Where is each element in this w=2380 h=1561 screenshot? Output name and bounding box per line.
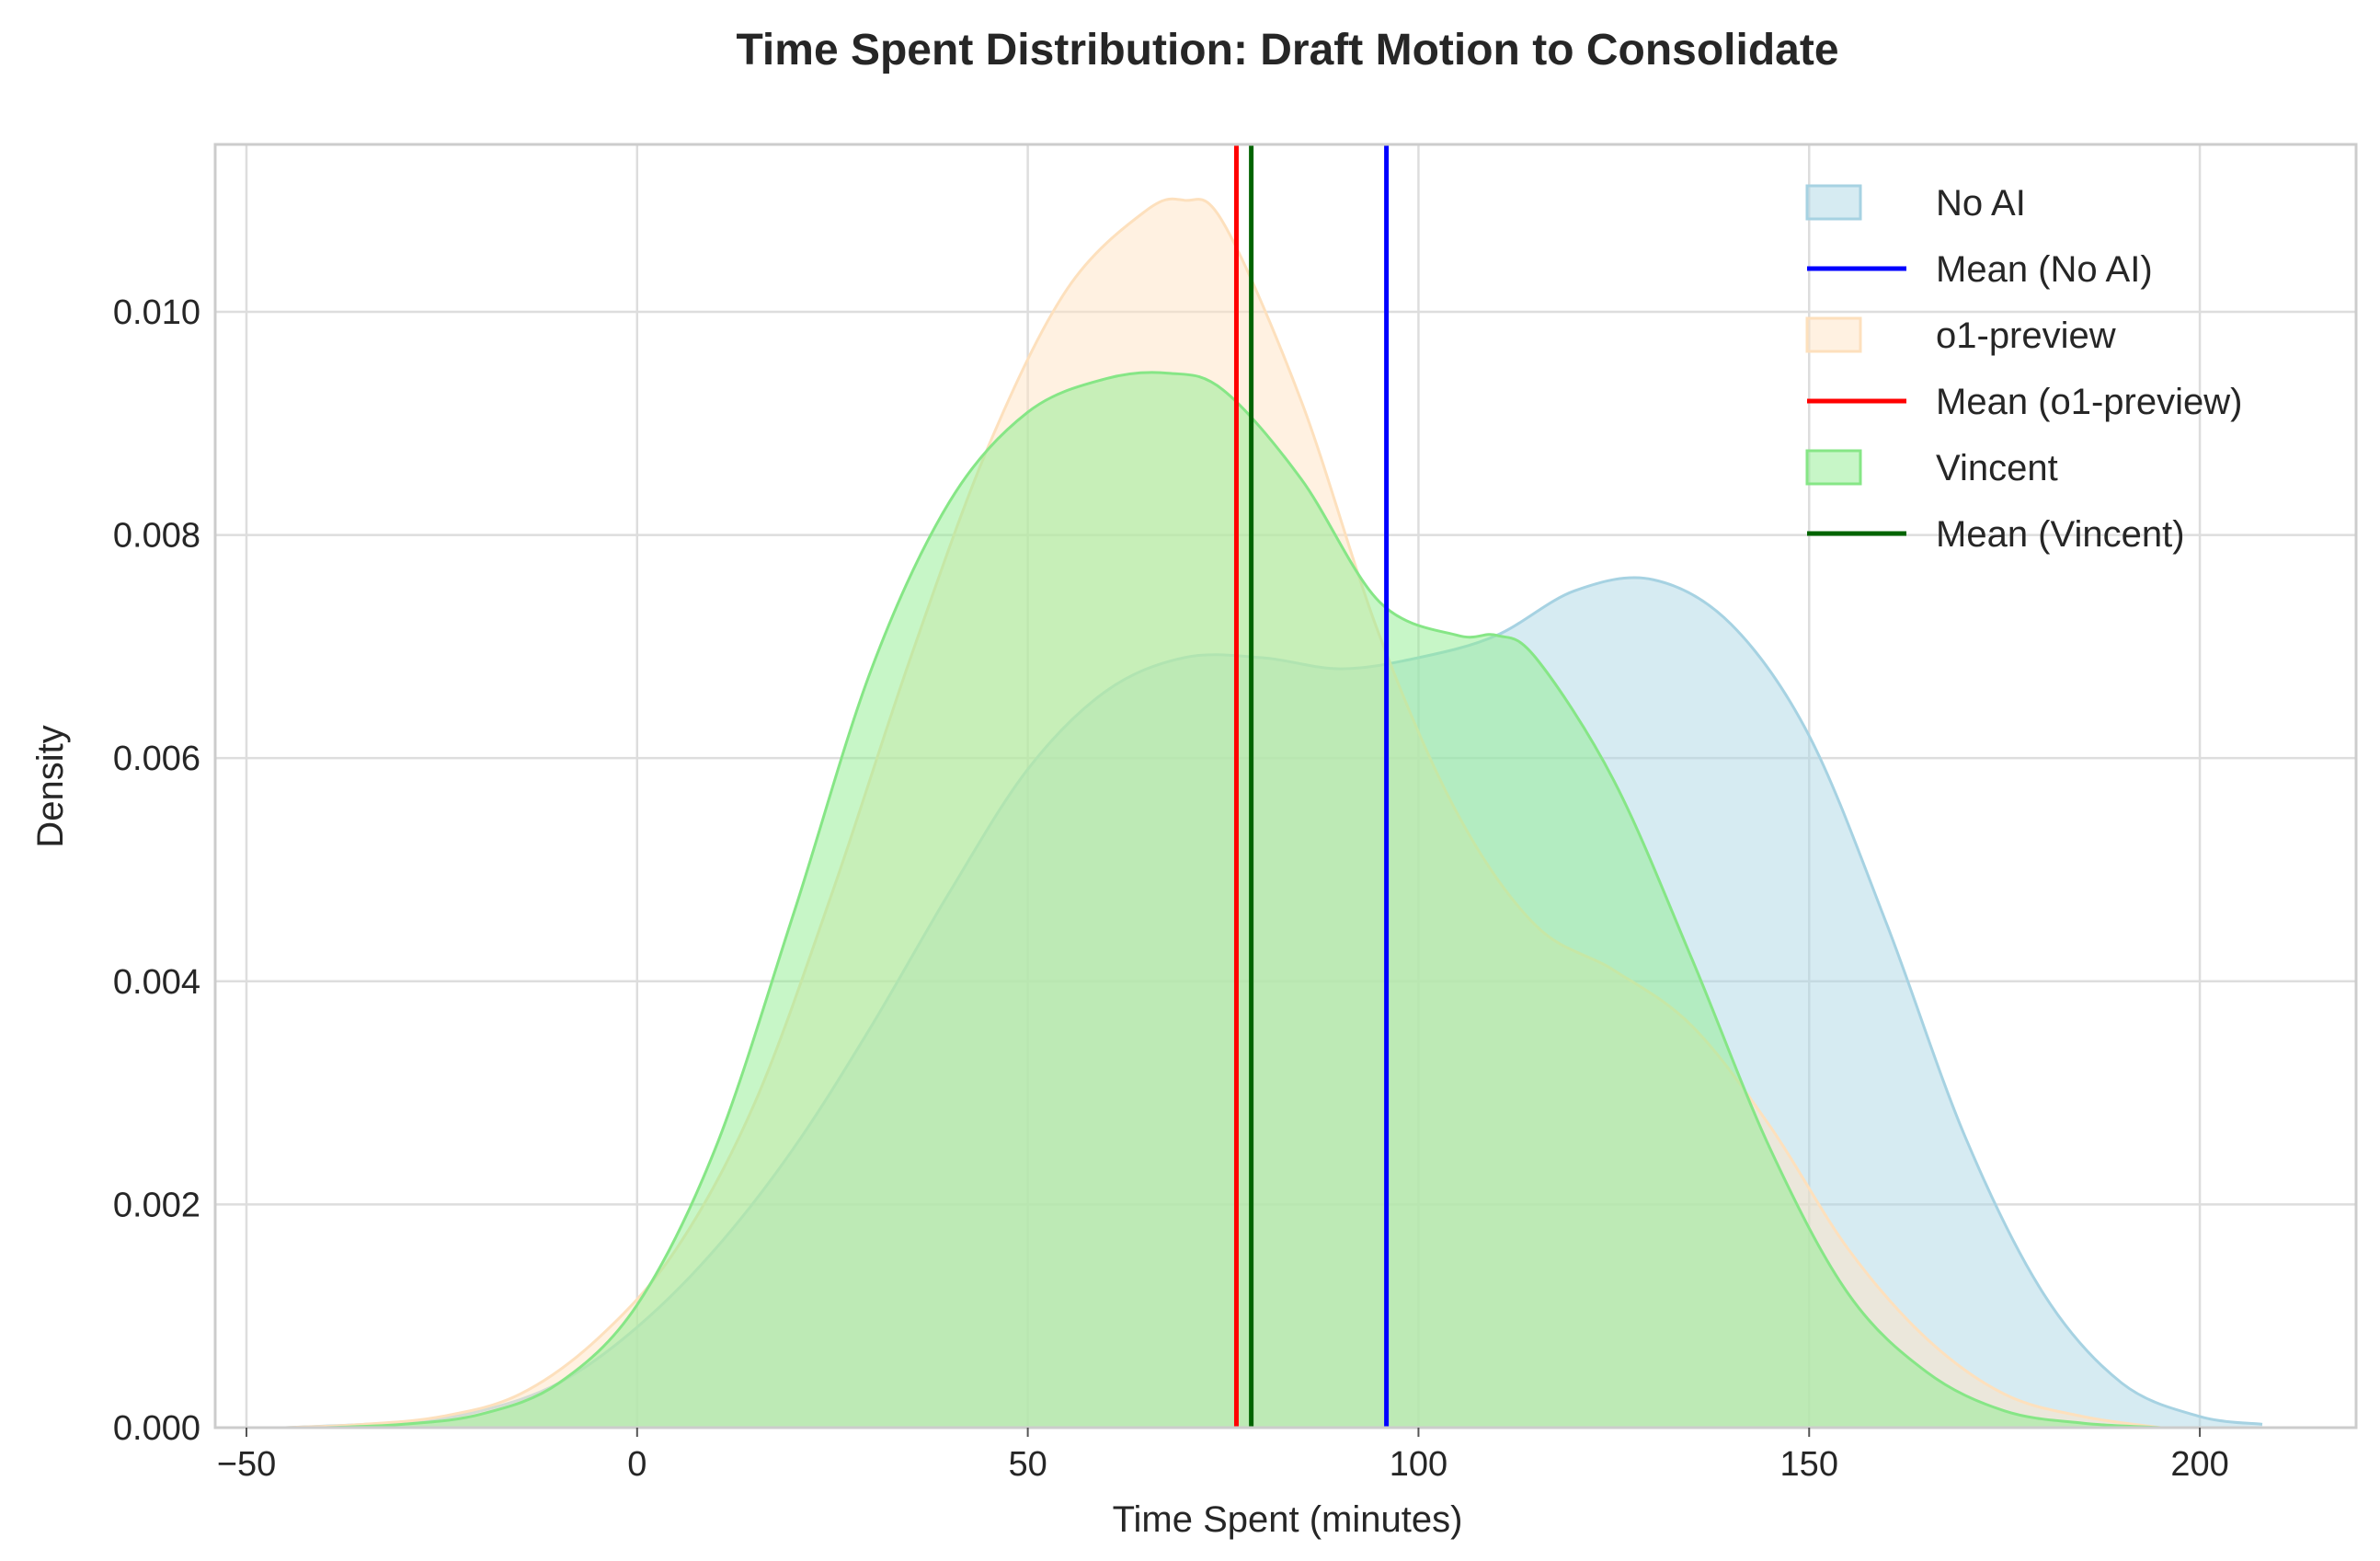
mean-lines [1233,144,1390,1428]
legend-swatch [1805,184,1862,221]
chart-title: Time Spent Distribution: Draft Motion to… [736,26,1838,75]
legend-label: Mean (No AI) [1936,249,2153,290]
x-tick-label: 200 [2170,1445,2228,1484]
legend-label: No AI [1936,183,2026,224]
density-areas [285,197,2263,1429]
plot-frame [213,143,2358,1429]
legend-label: Mean (o1-preview) [1936,382,2242,422]
legend-label: o1-preview [1936,316,2116,356]
axis-ticks: −50 0 50 100 150 200 0.000 0.002 0.004 0.006 0.008… [113,293,2229,1484]
area-vincent [324,372,2161,1429]
legend: No AI Mean (No AI) o1-preview Mean (o1-prev… [1805,183,2242,555]
legend-swatch [1805,316,1862,353]
y-tick-label: 0.004 [113,963,200,1002]
x-tick-label: 100 [1390,1445,1447,1484]
y-tick-label: 0.006 [113,740,200,778]
legend-swatch [1805,449,1862,486]
y-tick-label: 0.002 [113,1186,200,1224]
x-tick-label: 50 [1008,1445,1047,1484]
x-tick-label: 150 [1780,1445,1838,1484]
y-axis-label: Density [30,725,71,847]
y-tick-label: 0.000 [113,1409,200,1448]
legend-label: Mean (Vincent) [1936,514,2185,555]
legend-label: Vincent [1936,448,2058,488]
y-tick-label: 0.010 [113,293,200,332]
x-tick-label: −50 [217,1445,276,1484]
x-axis-label: Time Spent (minutes) [1113,1499,1463,1540]
y-tick-label: 0.008 [113,517,200,556]
x-tick-label: 0 [627,1445,646,1484]
